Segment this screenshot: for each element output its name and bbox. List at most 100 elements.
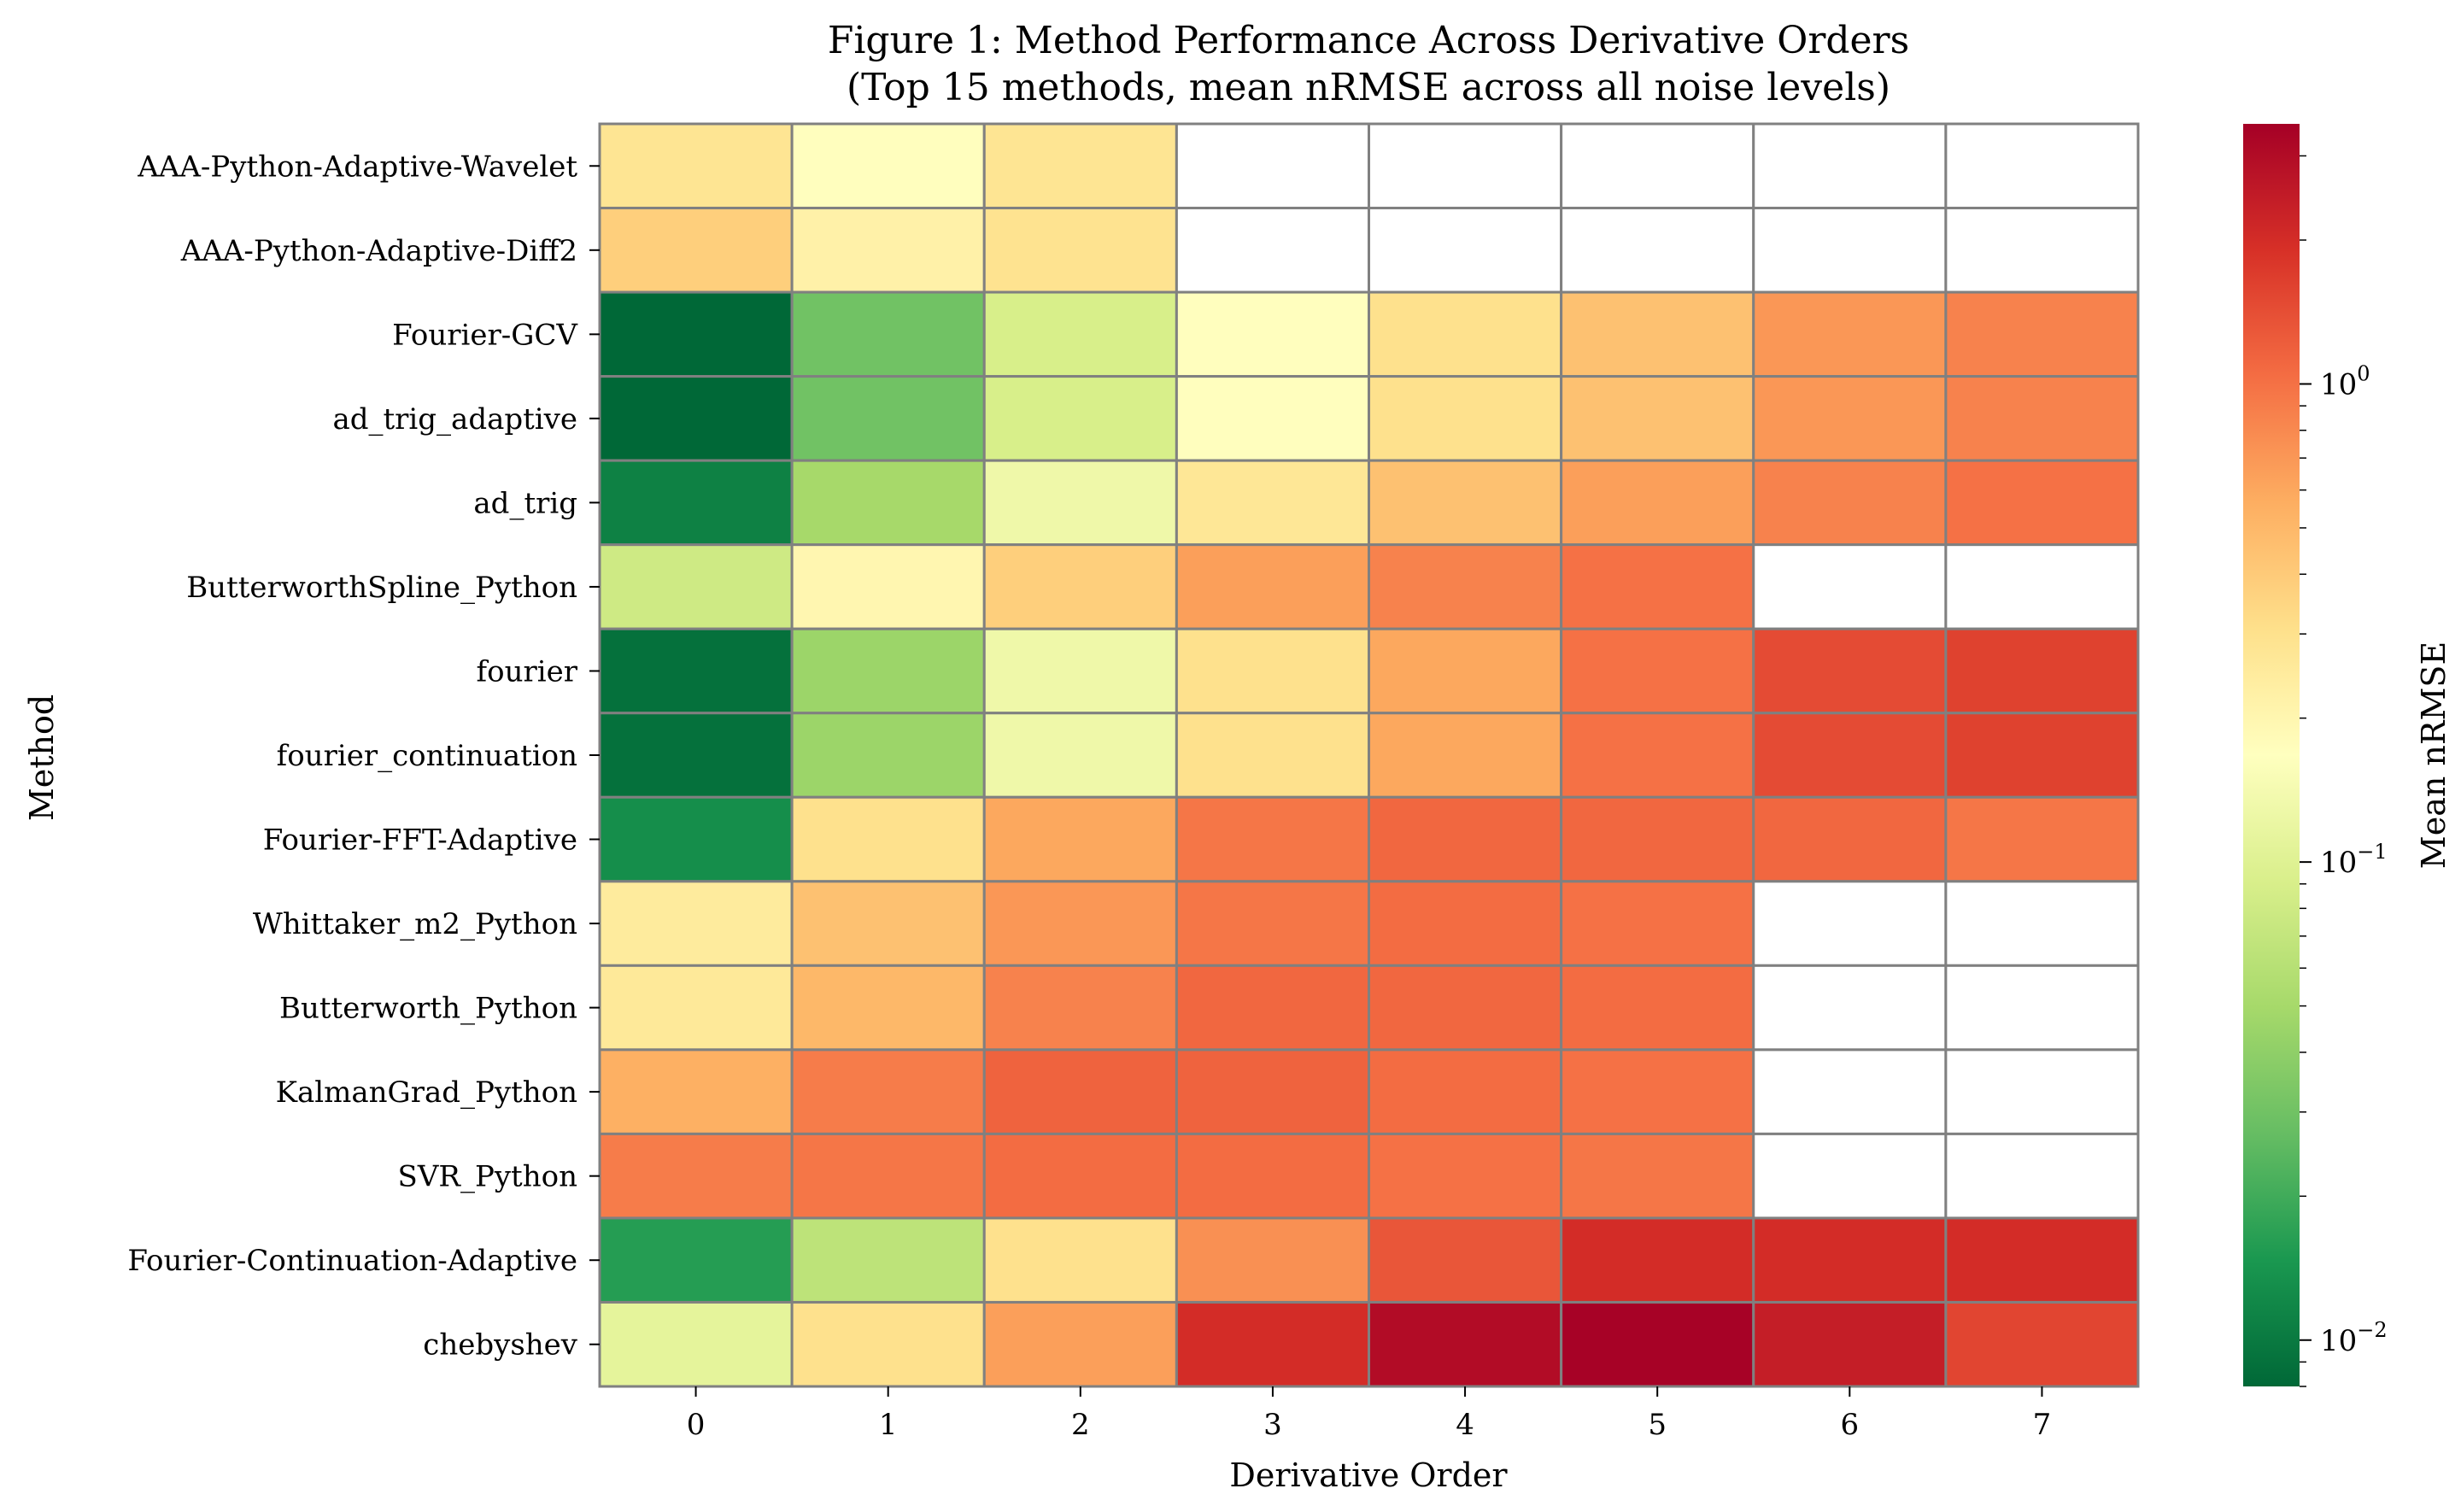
y-tick-label: KalmanGrad_Python xyxy=(276,1075,577,1110)
heatmap-cell xyxy=(1752,627,1948,715)
heatmap-cell xyxy=(1368,712,1563,799)
heatmap-cell xyxy=(1175,290,1370,378)
colorbar-tick-label: 100 xyxy=(2320,361,2370,401)
colorbar-tick-label: 10−1 xyxy=(2320,840,2388,880)
heatmap-cell xyxy=(1752,712,1948,799)
y-axis-label: Method xyxy=(23,694,61,821)
heatmap-cell xyxy=(1944,1132,2140,1220)
y-tick-label: fourier_continuation xyxy=(277,739,577,773)
heatmap-cell xyxy=(1175,122,1370,210)
heatmap-cell xyxy=(982,1132,1178,1220)
heatmap-cell xyxy=(790,964,986,1052)
y-tick-label: Fourier-FFT-Adaptive xyxy=(263,823,577,858)
heatmap-cells xyxy=(598,122,2140,1388)
colorbar-tick-label: 10−2 xyxy=(2320,1318,2388,1358)
y-tick-label: SVR_Python xyxy=(398,1160,577,1194)
heatmap-cell xyxy=(598,964,794,1052)
heatmap-cell xyxy=(1752,543,1948,630)
heatmap-cell xyxy=(1944,207,2140,294)
heatmap-cell xyxy=(598,1300,794,1388)
heatmap-cell xyxy=(1175,375,1370,462)
x-tick-label: 3 xyxy=(1263,1408,1282,1442)
heatmap-cell xyxy=(1560,375,1755,462)
y-tick-label: ad_trig xyxy=(473,486,577,520)
heatmap-cell xyxy=(1368,1216,1563,1304)
heatmap-cell xyxy=(1175,207,1370,294)
heatmap-cell xyxy=(1944,375,2140,462)
heatmap-cell xyxy=(790,627,986,715)
heatmap-cell xyxy=(982,207,1178,294)
heatmap-cell xyxy=(1368,207,1563,294)
heatmap-cell xyxy=(598,1048,794,1135)
heatmap-cell xyxy=(790,795,986,883)
heatmap-cell xyxy=(1944,290,2140,378)
heatmap-cell xyxy=(598,375,794,462)
heatmap-cell xyxy=(790,880,986,967)
x-axis-label: Derivative Order xyxy=(1229,1456,1508,1494)
heatmap-cell xyxy=(1752,964,1948,1052)
heatmap-cell xyxy=(790,543,986,630)
heatmap-cell xyxy=(1368,1132,1563,1220)
chart-subtitle: (Top 15 methods, mean nRMSE across all n… xyxy=(847,66,1890,109)
heatmap-cell xyxy=(1368,880,1563,967)
heatmap-cell xyxy=(1175,1300,1370,1388)
heatmap-cell xyxy=(1560,207,1755,294)
heatmap-cell xyxy=(1175,880,1370,967)
colorbar-label: Mean nRMSE xyxy=(2415,642,2452,869)
x-tick-label: 2 xyxy=(1071,1408,1090,1442)
heatmap-cell xyxy=(1560,1048,1755,1135)
heatmap-cell xyxy=(1175,627,1370,715)
chart-title: Figure 1: Method Performance Across Deri… xyxy=(828,19,1909,62)
heatmap-cell xyxy=(982,1216,1178,1304)
heatmap-cell xyxy=(598,795,794,883)
heatmap-cell xyxy=(598,543,794,630)
heatmap-cell xyxy=(982,290,1178,378)
heatmap-cell xyxy=(1560,459,1755,547)
heatmap-cell xyxy=(1368,795,1563,883)
heatmap-cell xyxy=(1175,1048,1370,1135)
x-tick-label: 0 xyxy=(687,1408,706,1442)
y-tick-label: Butterworth_Python xyxy=(279,992,577,1026)
y-tick-label: Fourier-GCV xyxy=(392,318,578,352)
heatmap-cell xyxy=(982,712,1178,799)
y-tick-label: AAA-Python-Adaptive-Diff2 xyxy=(180,234,577,268)
heatmap-cell xyxy=(790,712,986,799)
heatmap-cell xyxy=(1560,543,1755,630)
x-tick-label: 6 xyxy=(1840,1408,1859,1442)
heatmap-cell xyxy=(1752,207,1948,294)
heatmap-cell xyxy=(790,1132,986,1220)
heatmap-cell xyxy=(598,459,794,547)
heatmap-cell xyxy=(1944,459,2140,547)
heatmap-cell xyxy=(1175,1216,1370,1304)
heatmap-cell xyxy=(1944,122,2140,210)
heatmap-cell xyxy=(1752,1132,1948,1220)
heatmap-cell xyxy=(982,459,1178,547)
heatmap-cell xyxy=(1944,543,2140,630)
heatmap-cell xyxy=(1175,459,1370,547)
heatmap-cell xyxy=(1752,122,1948,210)
x-tick-label: 7 xyxy=(2033,1408,2052,1442)
heatmap-cell xyxy=(1368,375,1563,462)
heatmap-cell xyxy=(1368,964,1563,1052)
heatmap-cell xyxy=(598,1132,794,1220)
heatmap-cell xyxy=(1944,712,2140,799)
heatmap-cell xyxy=(1175,795,1370,883)
heatmap-cell xyxy=(1944,964,2140,1052)
heatmap-cell xyxy=(982,880,1178,967)
y-tick-label: AAA-Python-Adaptive-Wavelet xyxy=(137,149,577,184)
heatmap-cell xyxy=(982,122,1178,210)
heatmap-cell xyxy=(1752,1048,1948,1135)
heatmap-cell xyxy=(1752,1216,1948,1304)
heatmap-cell xyxy=(1752,459,1948,547)
heatmap-cell xyxy=(1944,795,2140,883)
x-tick-label: 5 xyxy=(1648,1408,1667,1442)
heatmap-cell xyxy=(982,1300,1178,1388)
y-tick-label: ButterworthSpline_Python xyxy=(186,571,577,605)
x-tick-label: 1 xyxy=(879,1408,898,1442)
colorbar xyxy=(2243,124,2300,1386)
heatmap-cell xyxy=(790,1216,986,1304)
heatmap-cell xyxy=(598,1216,794,1304)
heatmap-cell xyxy=(1560,290,1755,378)
heatmap-cell xyxy=(1560,1132,1755,1220)
